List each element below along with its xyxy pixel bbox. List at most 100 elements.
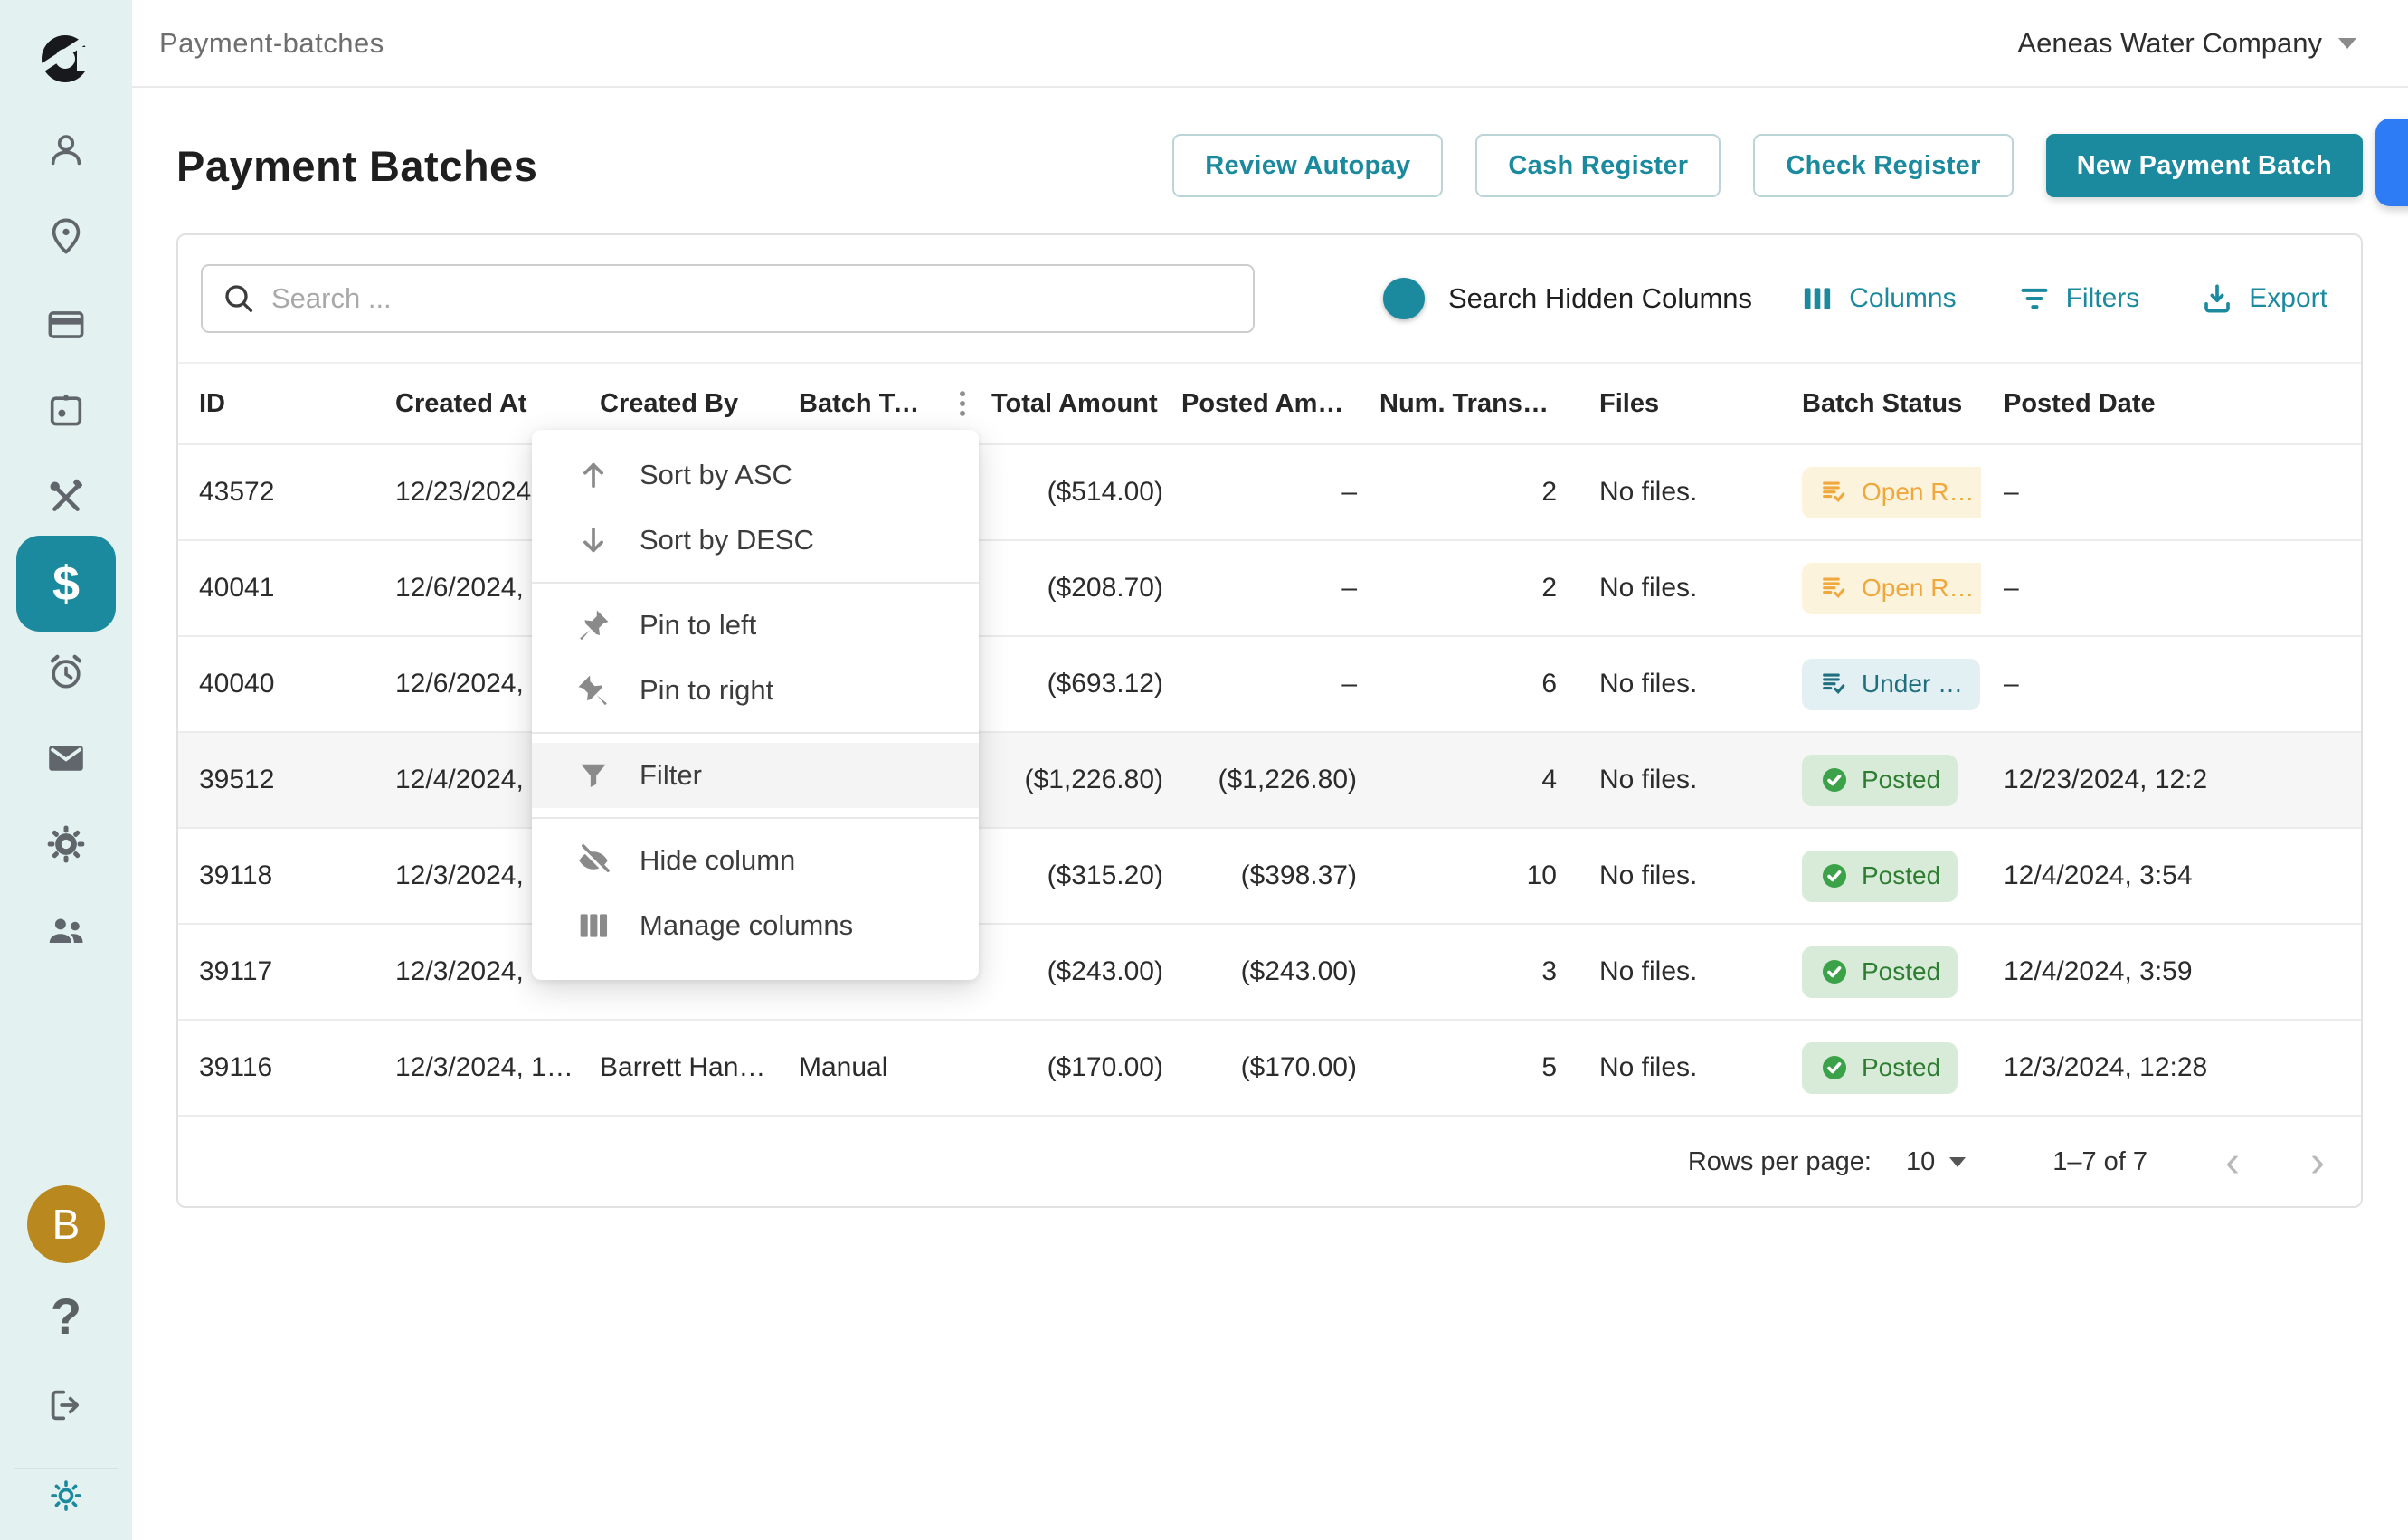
sidebar-divider bbox=[14, 1468, 118, 1469]
col-header-batch-type[interactable]: Batch Ty… bbox=[799, 385, 991, 422]
avatar-initial: B bbox=[52, 1200, 81, 1249]
check-register-button[interactable]: Check Register bbox=[1753, 134, 2013, 197]
column-context-menu: Sort by ASC Sort by DESC Pin to left Pin… bbox=[532, 430, 979, 980]
search-input[interactable] bbox=[271, 282, 1235, 315]
table-row[interactable]: 43572 12/23/2024 ($514.00) – 2 No files.… bbox=[178, 445, 2361, 541]
menu-item-label: Pin to left bbox=[640, 609, 756, 642]
table-row[interactable]: 40040 12/6/2024, ($693.12) – 6 No files.… bbox=[178, 637, 2361, 733]
sidebar-item-users[interactable] bbox=[45, 909, 87, 951]
topbar: Payment-batches Aeneas Water Company bbox=[132, 0, 2408, 88]
menu-sort-group: Sort by ASC Sort by DESC bbox=[532, 433, 979, 582]
sidebar-item-messages[interactable] bbox=[45, 737, 87, 779]
menu-item-label: Manage columns bbox=[640, 909, 853, 942]
table-row[interactable]: 39512 12/4/2024, ($1,226.80) ($1,226.80)… bbox=[178, 733, 2361, 829]
download-icon bbox=[2199, 280, 2235, 317]
calendar-icon bbox=[45, 390, 87, 432]
menu-item-label: Sort by DESC bbox=[640, 524, 814, 556]
status-chip: Posted bbox=[1802, 1042, 1958, 1094]
col-header-files[interactable]: Files bbox=[1562, 389, 1779, 419]
company-selector[interactable]: Aeneas Water Company bbox=[2017, 27, 2356, 60]
col-header-created-at[interactable]: Created At bbox=[395, 389, 600, 419]
cell-posted-amount: ($243.00) bbox=[1169, 956, 1362, 987]
menu-item-hide-column[interactable]: Hide column bbox=[532, 828, 979, 893]
rows-per-page-select[interactable]: 10 bbox=[1906, 1147, 1966, 1177]
chat-widget-button[interactable] bbox=[2375, 119, 2408, 206]
search-hidden-columns-toggle[interactable]: Search Hidden Columns bbox=[1356, 282, 1752, 315]
columns-button[interactable]: Columns bbox=[1799, 280, 1956, 317]
logout-button[interactable] bbox=[45, 1384, 87, 1426]
check-circle-icon bbox=[1819, 956, 1850, 987]
table-toolbar: Search Hidden Columns Columns Filters Ex… bbox=[178, 235, 2361, 362]
menu-item-filter[interactable]: Filter bbox=[532, 743, 979, 808]
sidebar: $ B ? bbox=[0, 0, 132, 1540]
table-row[interactable]: 39117 12/3/2024, ($243.00) ($243.00) 3 N… bbox=[178, 925, 2361, 1021]
filters-button[interactable]: Filters bbox=[2016, 280, 2140, 317]
cell-posted-date: 12/23/2024, 12:2 bbox=[1981, 765, 2361, 795]
cell-id: 40040 bbox=[199, 669, 395, 699]
status-chip: Open R… bbox=[1802, 467, 1981, 518]
sidebar-item-customers[interactable] bbox=[45, 129, 87, 171]
export-label: Export bbox=[2249, 283, 2327, 314]
sidebar-item-settings[interactable] bbox=[45, 823, 87, 865]
table-row[interactable]: 39116 12/3/2024, 1… Barrett Han… Manual … bbox=[178, 1021, 2361, 1117]
sidebar-item-locations[interactable] bbox=[45, 215, 87, 257]
table-row[interactable]: 39118 12/3/2024, ($315.20) ($398.37) 10 … bbox=[178, 829, 2361, 925]
col-header-posted-amount[interactable]: Posted Amo… bbox=[1169, 389, 1362, 419]
tools-icon bbox=[45, 477, 87, 518]
logo-icon bbox=[37, 29, 95, 87]
sidebar-item-work-orders[interactable] bbox=[45, 477, 87, 518]
check-circle-icon bbox=[1819, 765, 1850, 795]
menu-item-pin-right[interactable]: Pin to right bbox=[532, 658, 979, 723]
cell-files: No files. bbox=[1562, 573, 1779, 604]
cell-posted-date: 12/4/2024, 3:54 bbox=[1981, 860, 2361, 891]
cash-register-button[interactable]: Cash Register bbox=[1475, 134, 1721, 197]
cell-total-amount: ($208.70) bbox=[991, 573, 1169, 604]
next-page-button[interactable]: › bbox=[2310, 1141, 2325, 1184]
theme-toggle-button[interactable] bbox=[45, 1475, 87, 1516]
cell-files: No files. bbox=[1562, 765, 1779, 795]
column-menu-kebab-icon[interactable] bbox=[944, 385, 981, 422]
status-chip: Under … bbox=[1802, 659, 1980, 710]
previous-page-button[interactable]: ‹ bbox=[2225, 1141, 2240, 1184]
col-header-created-by[interactable]: Created By bbox=[600, 389, 799, 419]
status-chip: Posted bbox=[1802, 946, 1958, 998]
sidebar-item-billing[interactable] bbox=[45, 304, 87, 346]
cell-id: 39116 bbox=[199, 1052, 395, 1083]
col-header-total-amount[interactable]: Total Amount bbox=[991, 389, 1169, 419]
col-header-posted-date[interactable]: Posted Date bbox=[1981, 389, 2361, 419]
cell-num-transactions: 3 bbox=[1362, 956, 1562, 987]
sidebar-item-payments-active[interactable]: $ bbox=[16, 536, 116, 632]
menu-item-pin-left[interactable]: Pin to left bbox=[532, 593, 979, 658]
cell-posted-date: – bbox=[1981, 573, 2361, 604]
cell-batch-type: Manual bbox=[799, 1052, 991, 1083]
check-circle-icon bbox=[1819, 1052, 1850, 1083]
status-chip-label: Posted bbox=[1862, 1053, 1940, 1082]
new-payment-batch-button[interactable]: New Payment Batch bbox=[2046, 134, 2363, 197]
location-pin-icon bbox=[45, 215, 87, 257]
credit-card-icon bbox=[45, 304, 87, 346]
filter-lines-icon bbox=[2016, 280, 2052, 317]
toggle-switch-icon bbox=[1356, 283, 1421, 314]
page-actions: Review Autopay Cash Register Check Regis… bbox=[1172, 134, 2363, 197]
chevron-down-icon bbox=[2338, 38, 2356, 49]
menu-item-sort-asc[interactable]: Sort by ASC bbox=[532, 442, 979, 508]
table-row[interactable]: 40041 12/6/2024, ($208.70) – 2 No files.… bbox=[178, 541, 2361, 637]
menu-item-manage-columns[interactable]: Manage columns bbox=[532, 893, 979, 958]
help-button[interactable]: ? bbox=[51, 1287, 81, 1345]
sidebar-item-reminders[interactable] bbox=[45, 651, 87, 693]
menu-item-label: Filter bbox=[640, 759, 702, 792]
col-header-id[interactable]: ID bbox=[199, 389, 395, 419]
status-chip-label: Posted bbox=[1862, 861, 1940, 890]
col-header-num-transactions[interactable]: Num. Transa… bbox=[1362, 389, 1562, 419]
status-chip: Posted bbox=[1802, 851, 1958, 902]
list-check-icon bbox=[1819, 477, 1850, 508]
cell-batch-status: Open R… bbox=[1779, 563, 1981, 614]
user-avatar[interactable]: B bbox=[27, 1185, 105, 1263]
sidebar-item-scheduling[interactable] bbox=[45, 390, 87, 432]
status-chip: Open R… bbox=[1802, 563, 1981, 614]
col-header-batch-status[interactable]: Batch Status bbox=[1779, 389, 1981, 419]
export-button[interactable]: Export bbox=[2199, 280, 2327, 317]
menu-item-sort-desc[interactable]: Sort by DESC bbox=[532, 508, 979, 573]
review-autopay-button[interactable]: Review Autopay bbox=[1172, 134, 1443, 197]
columns-label: Columns bbox=[1849, 283, 1956, 314]
